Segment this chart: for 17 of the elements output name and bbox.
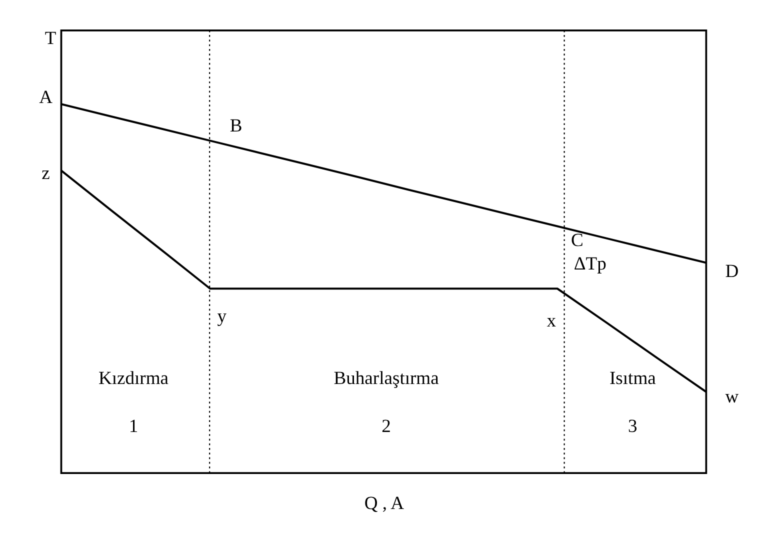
annotation: C — [571, 230, 584, 251]
text: D — [725, 261, 739, 282]
annotation: Isıtma — [609, 368, 656, 389]
text: A — [39, 86, 54, 108]
annotation: x — [546, 310, 557, 332]
text: z — [42, 162, 50, 184]
annotation: 3 — [628, 416, 638, 438]
annotation: B — [230, 116, 242, 137]
annotation: Buharlaştırma — [334, 368, 439, 389]
annotation: 2 — [382, 416, 391, 438]
annotation: ΔTp — [574, 254, 606, 275]
x-axis-title: Q , A — [364, 492, 405, 514]
annotation: Kızdırma — [98, 368, 169, 389]
annotation: 1 — [128, 416, 138, 438]
y-axis-title: T — [44, 28, 57, 49]
text: w — [725, 386, 740, 408]
annotation: y — [217, 306, 228, 327]
